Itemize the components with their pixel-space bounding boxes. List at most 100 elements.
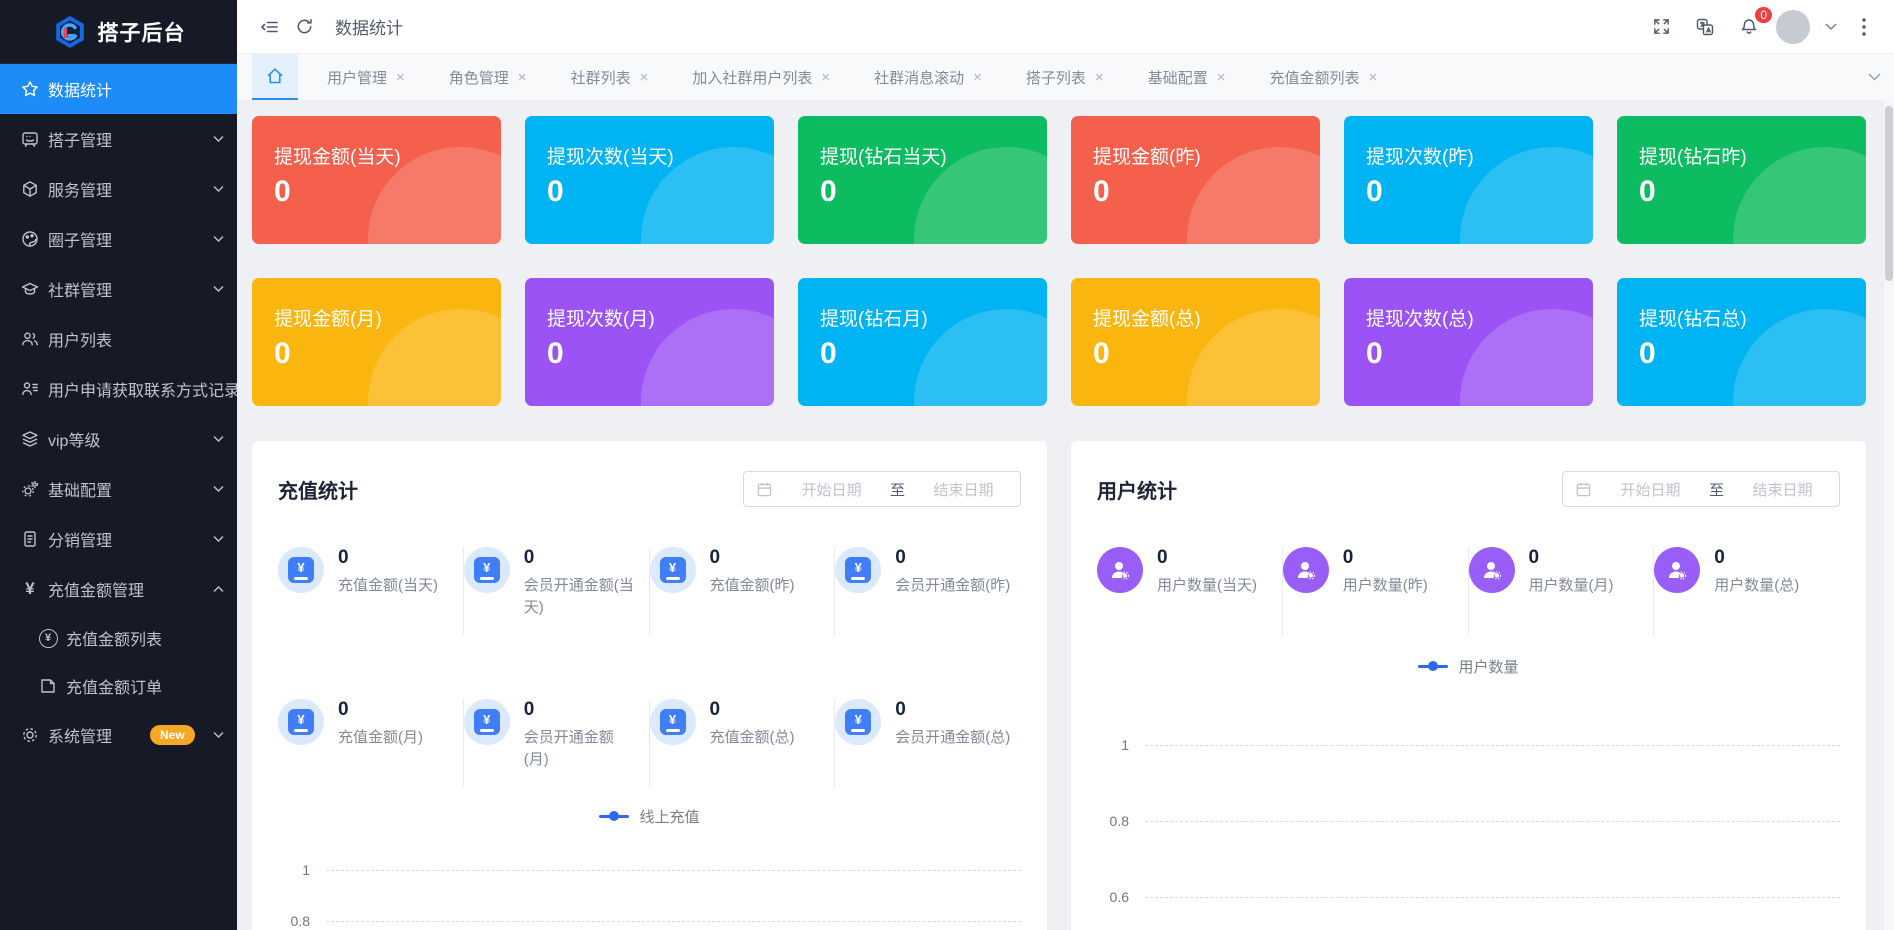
card-value: 0 (1639, 175, 1656, 208)
sidebar-item-data-statistics[interactable]: 数据统计 (0, 64, 237, 114)
collapse-sidebar-button[interactable] (253, 10, 287, 44)
user-date-range-picker[interactable]: 开始日期 至 结束日期 (1562, 471, 1840, 507)
card-label: 提现金额(月) (274, 309, 382, 330)
stat-value: 0 (709, 699, 721, 720)
card-value: 0 (1366, 337, 1383, 370)
y-axis-tick: 0.8 (1109, 813, 1129, 829)
yen-icon: ¥ (25, 579, 35, 598)
end-date-placeholder[interactable]: 结束日期 (933, 481, 994, 499)
sidebar-item-system-management[interactable]: 系统管理 New (0, 710, 237, 760)
new-badge: New (150, 725, 195, 745)
stat-label: 充值金额(总) (709, 729, 795, 746)
close-icon[interactable]: × (1094, 68, 1104, 86)
user-gear-icon (1097, 547, 1143, 593)
close-icon[interactable]: × (1216, 68, 1226, 86)
tab-home[interactable] (252, 54, 298, 100)
close-icon[interactable]: × (1368, 68, 1378, 86)
close-icon[interactable]: × (973, 68, 982, 86)
stat-label: 会员开通金额(总) (895, 729, 1011, 746)
tab-basic-config[interactable]: 基础配置 × (1133, 54, 1241, 100)
card-value: 0 (1093, 175, 1110, 208)
sidebar-item-distribution-management[interactable]: 分销管理 (0, 514, 237, 564)
yen-book-icon: ¥ (463, 547, 510, 593)
refresh-button[interactable] (287, 10, 321, 44)
sidebar-item-label: 用户申请获取联系方式记录 (48, 383, 237, 400)
start-date-placeholder[interactable]: 开始日期 (1620, 481, 1681, 499)
sidebar-item-circle-management[interactable]: 圈子管理 (0, 214, 237, 264)
tab-recharge-amount-list[interactable]: 充值金额列表 × (1254, 54, 1392, 100)
stat-user-count-month: 0 用户数量(月) (1468, 547, 1655, 635)
gridline-row: 0.8 (1097, 813, 1840, 829)
date-range-separator: 至 (890, 481, 906, 499)
stat-card-withdraw-amount-yesterday: 提现金额(昨) 0 (1071, 116, 1320, 244)
tab-role-management[interactable]: 角色管理 × (434, 54, 542, 100)
sidebar-subitem-recharge-amount-orders[interactable]: 充值金额订单 (0, 662, 237, 710)
gear-icon (20, 725, 40, 745)
card-label: 提现金额(当天) (274, 147, 401, 168)
tab-community-message-scroll[interactable]: 社群消息滚动 × (859, 54, 997, 100)
sidebar-item-label: 服务管理 (48, 183, 113, 200)
page-scrollbar[interactable] (1884, 100, 1894, 930)
sidebar-item-label: 数据统计 (48, 83, 113, 100)
tab-community-list[interactable]: 社群列表 × (556, 54, 664, 100)
close-icon[interactable]: × (821, 68, 831, 86)
fullscreen-button[interactable] (1644, 10, 1678, 44)
stat-label: 用户数量(总) (1714, 577, 1800, 594)
stat-card-grid: 提现金额(当天) 0 提现次数(当天) 0 提现(钻石当天) 0 提现金额(昨)… (252, 116, 1866, 406)
sidebar-item-contact-request-records[interactable]: 用户申请获取联系方式记录 (0, 364, 237, 414)
sidebar-item-vip-level[interactable]: vip等级 (0, 414, 237, 464)
chart-legend[interactable]: 用户数量 (1097, 655, 1840, 677)
language-switch-button[interactable] (1688, 10, 1722, 44)
tab-dazi-list[interactable]: 搭子列表 × (1011, 54, 1119, 100)
end-date-placeholder[interactable]: 结束日期 (1752, 481, 1813, 499)
sidebar-item-basic-config[interactable]: 基础配置 (0, 464, 237, 514)
chart-legend[interactable]: 线上充值 (278, 805, 1021, 827)
app-logo: 搭子后台 (0, 0, 237, 64)
legend-label: 线上充值 (639, 808, 700, 826)
start-date-placeholder[interactable]: 开始日期 (801, 481, 862, 499)
app-title: 搭子后台 (97, 21, 186, 45)
stat-member-open-amount-total: ¥ 0 会员开通金额(总) (835, 699, 1021, 787)
star-icon (20, 79, 40, 99)
user-statistics-panel: 用户统计 开始日期 至 结束日期 0 用户数量(当天) (1071, 441, 1866, 930)
user-gear-icon (1282, 547, 1329, 593)
stat-value: 0 (338, 699, 349, 720)
sidebar-item-community-management[interactable]: 社群管理 (0, 264, 237, 314)
more-options-button[interactable] (1852, 10, 1876, 44)
card-label: 提现金额(总) (1093, 309, 1201, 330)
card-label: 提现金额(昨) (1093, 147, 1201, 168)
sidebar-subitem-recharge-amount-list[interactable]: ¥ 充值金额列表 (0, 614, 237, 662)
y-axis-tick: 0.6 (1109, 889, 1129, 905)
recharge-date-range-picker[interactable]: 开始日期 至 结束日期 (743, 471, 1021, 507)
gears-icon (20, 479, 40, 499)
stat-recharge-amount-month: ¥ 0 充值金额(月) (278, 699, 464, 787)
stat-card-withdraw-amount-today: 提现金额(当天) 0 (252, 116, 501, 244)
sidebar-item-user-list[interactable]: 用户列表 (0, 314, 237, 364)
yen-book-icon: ¥ (835, 547, 882, 593)
stat-user-count-total: 0 用户数量(总) (1654, 547, 1840, 635)
sidebar-item-service-management[interactable]: 服务管理 (0, 164, 237, 214)
scrollbar-thumb[interactable] (1885, 106, 1893, 281)
avatar[interactable] (1776, 9, 1810, 44)
layers-icon (20, 429, 40, 449)
tab-join-community-user-list[interactable]: 加入社群用户列表 × (677, 54, 845, 100)
tab-label: 角色管理 (448, 69, 509, 87)
tabs-dropdown-button[interactable] (1854, 54, 1894, 100)
gridline-row: 0.6 (1097, 889, 1840, 905)
tab-label: 加入社群用户列表 (692, 69, 813, 87)
close-icon[interactable]: × (517, 68, 527, 86)
gridline-row: 1 (278, 862, 1021, 878)
card-label: 提现(钻石当天) (820, 147, 947, 168)
yen-circle-icon: ¥ (38, 628, 58, 648)
user-menu-chevron[interactable] (1820, 10, 1842, 44)
sidebar-item-recharge-amount-management[interactable]: ¥ 充值金额管理 (0, 564, 237, 614)
notifications-button[interactable]: 0 (1732, 5, 1773, 44)
tab-user-management[interactable]: 用户管理 × (312, 54, 420, 100)
close-icon[interactable]: × (639, 68, 649, 86)
yen-book-icon: ¥ (463, 699, 510, 745)
sidebar-item-dazi-management[interactable]: 搭子管理 (0, 114, 237, 164)
card-label: 提现次数(月) (547, 309, 655, 330)
card-value: 0 (1093, 337, 1110, 370)
main-content: 提现金额(当天) 0 提现次数(当天) 0 提现(钻石当天) 0 提现金额(昨)… (237, 100, 1894, 930)
close-icon[interactable]: × (396, 68, 405, 86)
